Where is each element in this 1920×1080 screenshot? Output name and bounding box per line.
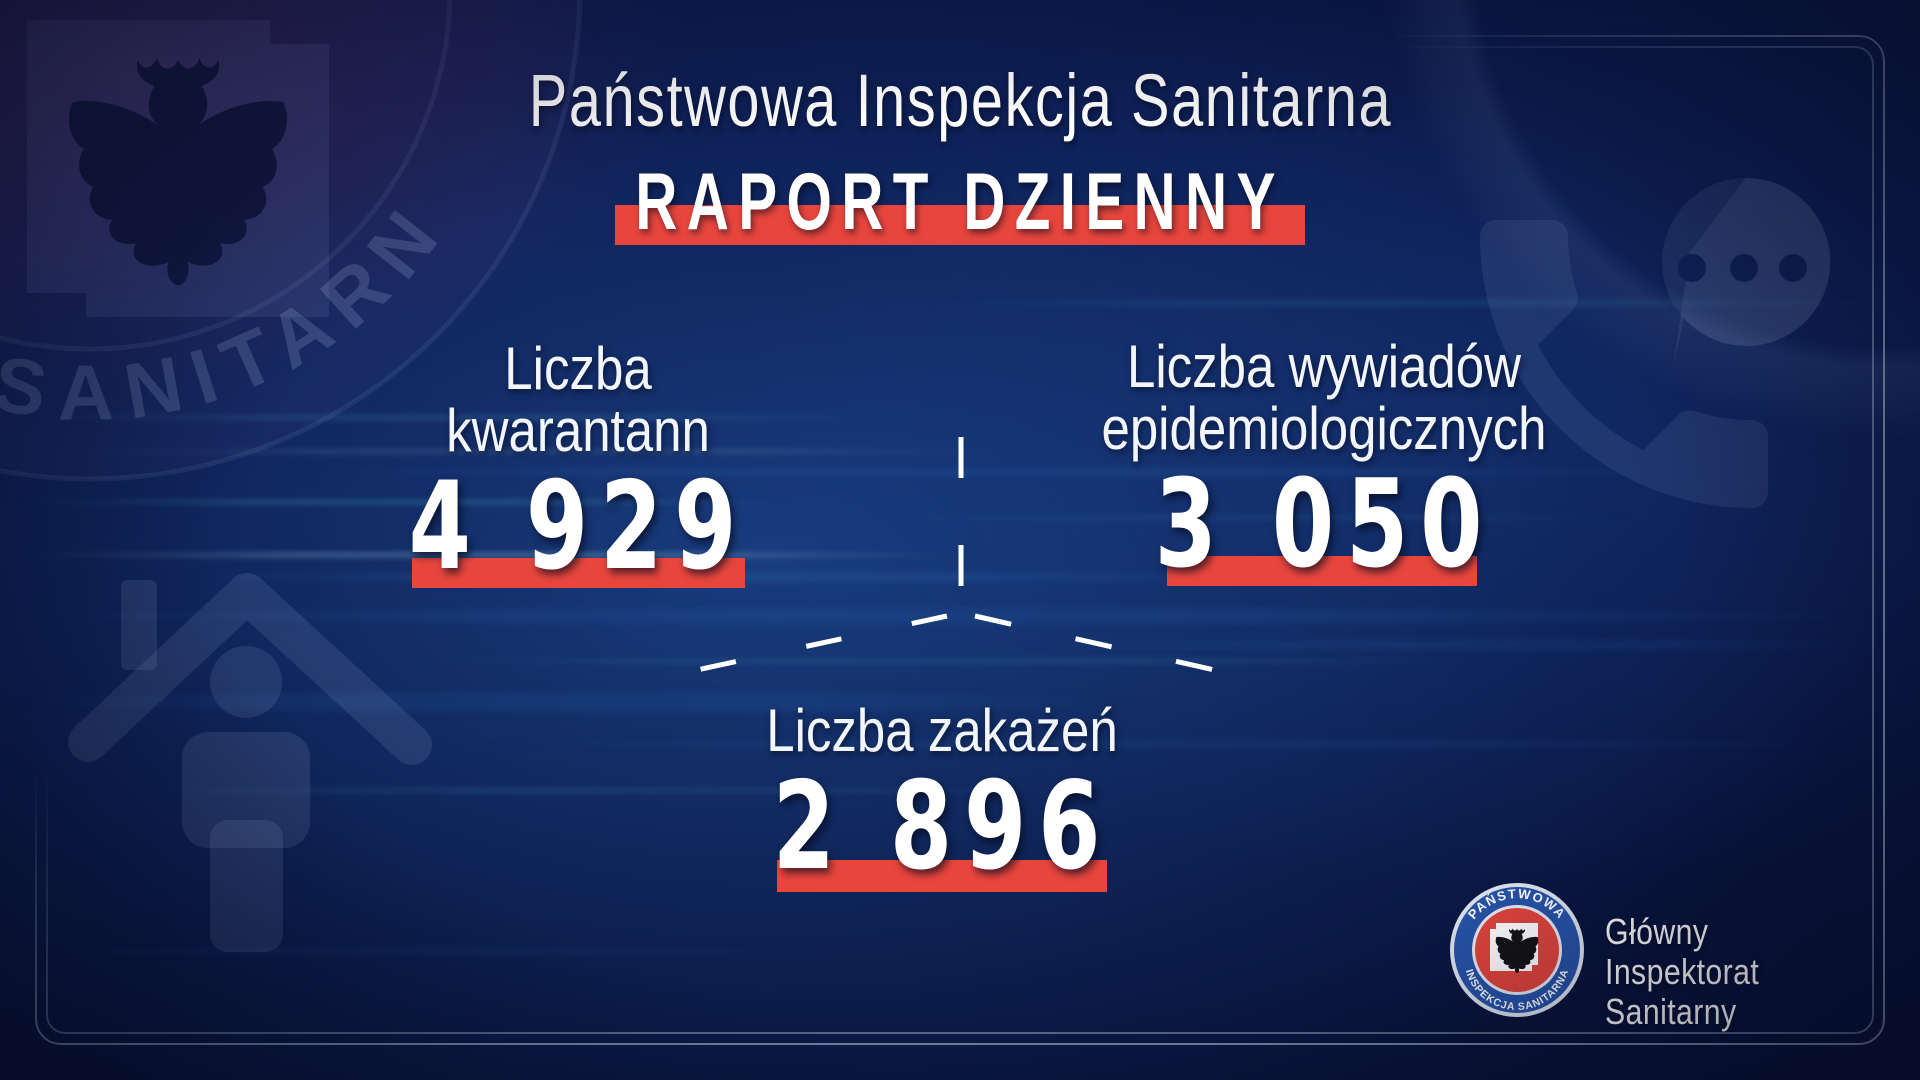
dashed-branch-left: [654, 613, 948, 682]
stat-interviews: Liczba wywiadów epidemiologicznych 3 050: [924, 336, 1724, 614]
stat-infections: Liczba zakażeń 2 896: [542, 700, 1342, 916]
footer-org-name: Główny Inspektorat Sanitarny: [1605, 911, 1760, 1032]
sanitary-inspection-badge: PAŃSTWOWA INSPEKCJA SANITARNA: [1450, 883, 1584, 1017]
stat-quarantines: Liczba kwarantann 4 929: [178, 338, 978, 616]
light-streak: [900, 300, 1920, 306]
footer-logo: PAŃSTWOWA INSPEKCJA SANITARNA Główny Ins…: [1447, 880, 1887, 1040]
light-streak: [0, 948, 850, 954]
light-streak: [380, 658, 1530, 664]
stat-quarantines-value: 4 929: [408, 456, 748, 597]
report-title: RAPORT DZIENNY: [0, 156, 1920, 249]
report-title-text: RAPORT DZIENNY: [635, 157, 1285, 247]
stat-interviews-label: Liczba wywiadów epidemiologicznych: [1101, 333, 1547, 462]
page-title: Państwowa Inspekcja Sanitarna: [0, 58, 1920, 143]
stat-infections-label: Liczba zakażeń: [766, 697, 1118, 764]
stat-quarantines-label: Liczba kwarantann: [446, 335, 710, 464]
stat-infections-value: 2 896: [772, 756, 1112, 897]
light-streak: [1000, 640, 1920, 650]
org-title-text: Państwowa Inspekcja Sanitarna: [528, 59, 1392, 142]
house-person-icon: [68, 573, 432, 952]
stat-interviews-value: 3 050: [1154, 454, 1494, 595]
